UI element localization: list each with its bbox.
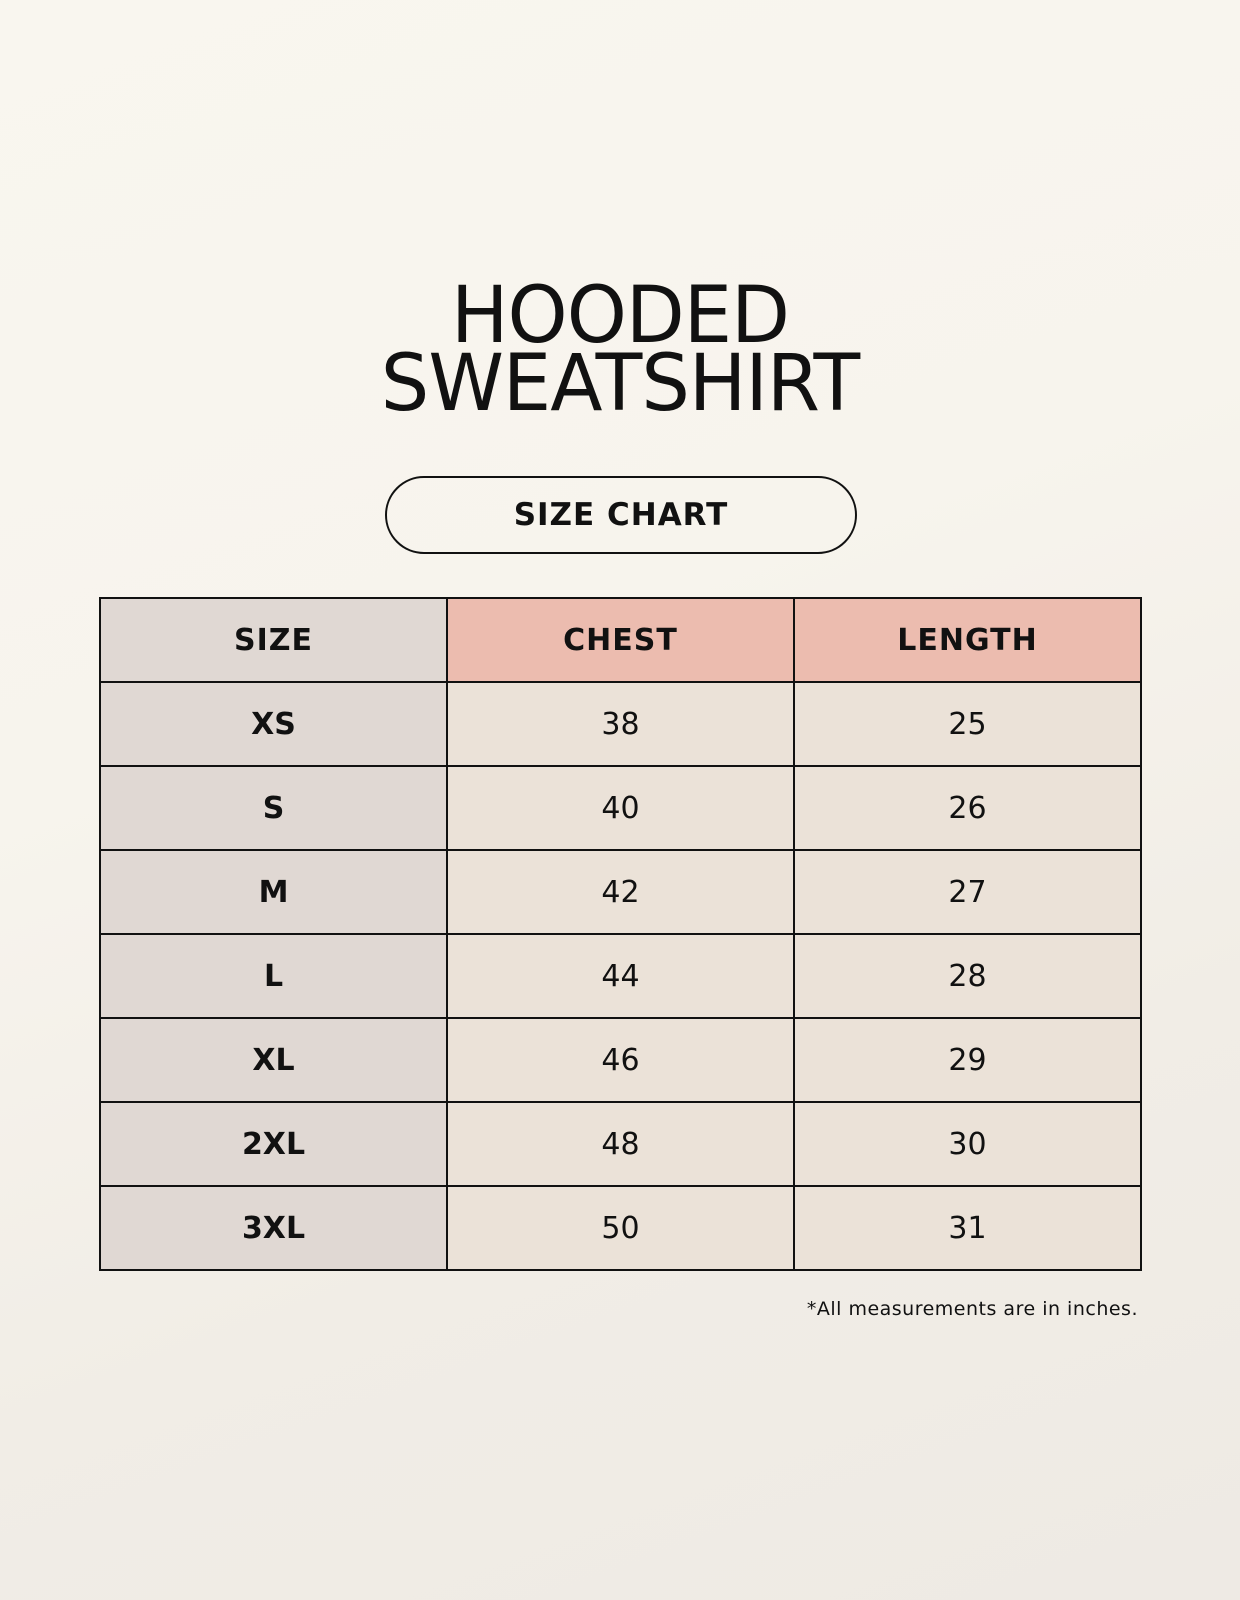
cell-size: S [99, 765, 448, 851]
table-row: XS 38 25 [99, 681, 1142, 767]
cell-length: 25 [793, 681, 1142, 767]
cell-size: XL [99, 1017, 448, 1103]
table-row: S 40 26 [99, 765, 1142, 851]
table-row: XL 46 29 [99, 1017, 1142, 1103]
cell-size: L [99, 933, 448, 1019]
footnote: *All measurements are in inches. [806, 1298, 1138, 1320]
cell-length: 27 [793, 849, 1142, 935]
cell-length: 30 [793, 1101, 1142, 1187]
cell-size: 3XL [99, 1185, 448, 1271]
size-chart-badge: SIZE CHART [385, 476, 857, 554]
cell-chest: 38 [446, 681, 795, 767]
page-title: HOODED SWEATSHIRT [0, 271, 1240, 429]
table-header-row: SIZE CHEST LENGTH [99, 597, 1142, 683]
table-row: 2XL 48 30 [99, 1101, 1142, 1187]
cell-chest: 40 [446, 765, 795, 851]
cell-length: 26 [793, 765, 1142, 851]
table-row: L 44 28 [99, 933, 1142, 1019]
header-size: SIZE [99, 597, 448, 683]
cell-size: M [99, 849, 448, 935]
title-line-1: HOODED [451, 271, 790, 361]
cell-chest: 46 [446, 1017, 795, 1103]
cell-chest: 44 [446, 933, 795, 1019]
size-table: SIZE CHEST LENGTH XS 38 25 S 40 26 M 42 27 L 44 28 X… [99, 597, 1142, 1271]
cell-chest: 42 [446, 849, 795, 935]
header-length: LENGTH [793, 597, 1142, 683]
cell-length: 28 [793, 933, 1142, 1019]
cell-length: 31 [793, 1185, 1142, 1271]
table-row: 3XL 50 31 [99, 1185, 1142, 1271]
table-row: M 42 27 [99, 849, 1142, 935]
cell-size: XS [99, 681, 448, 767]
cell-chest: 48 [446, 1101, 795, 1187]
cell-size: 2XL [99, 1101, 448, 1187]
title-line-2: SWEATSHIRT [380, 339, 860, 429]
header-chest: CHEST [446, 597, 795, 683]
cell-chest: 50 [446, 1185, 795, 1271]
cell-length: 29 [793, 1017, 1142, 1103]
